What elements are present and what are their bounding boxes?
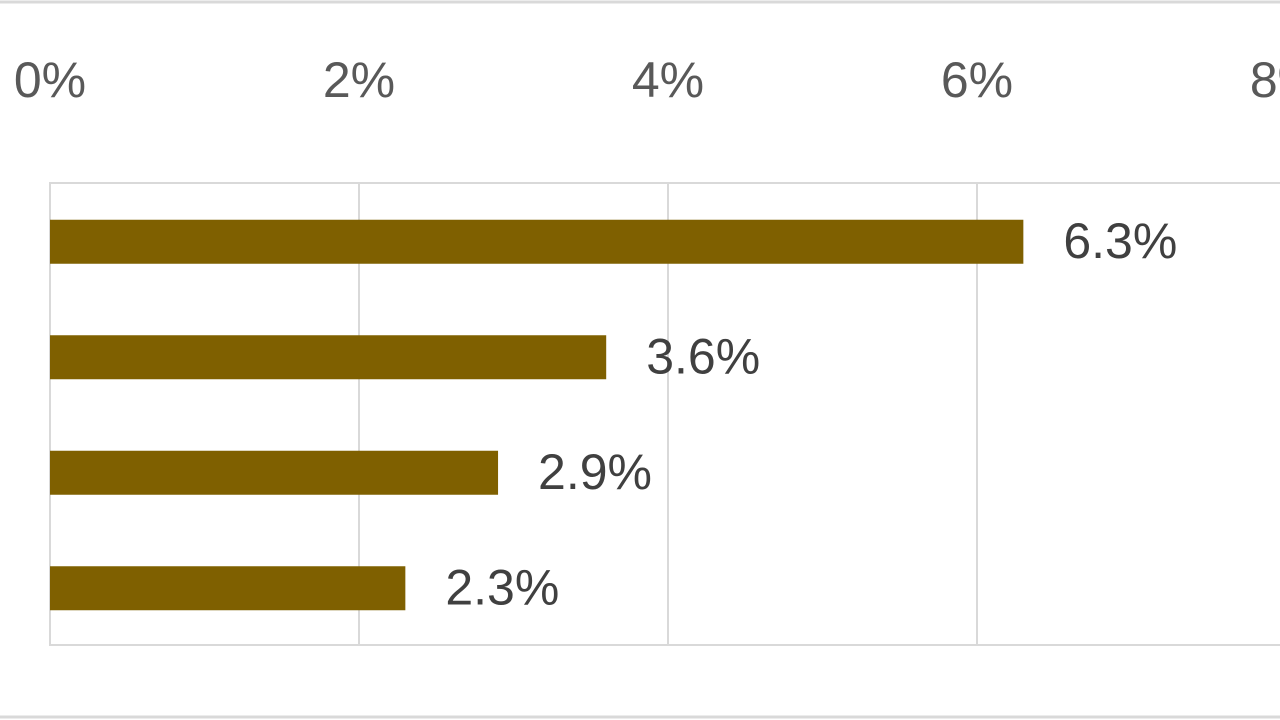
bar [50,219,1024,264]
x-tick-label: 0% [14,52,86,108]
value-label: 2.9% [538,444,652,500]
x-tick-label: 4% [632,52,704,108]
value-label: 6.3% [1063,213,1177,269]
value-label: 2.3% [445,559,559,615]
bar [50,450,499,495]
x-tick-label: 6% [941,52,1013,108]
x-tick-label: 8% [1250,52,1280,108]
plot-frame [49,182,1280,646]
value-label: 3.6% [646,328,760,384]
bar [50,335,607,380]
x-tick-label: 2% [323,52,395,108]
bar [50,566,406,611]
